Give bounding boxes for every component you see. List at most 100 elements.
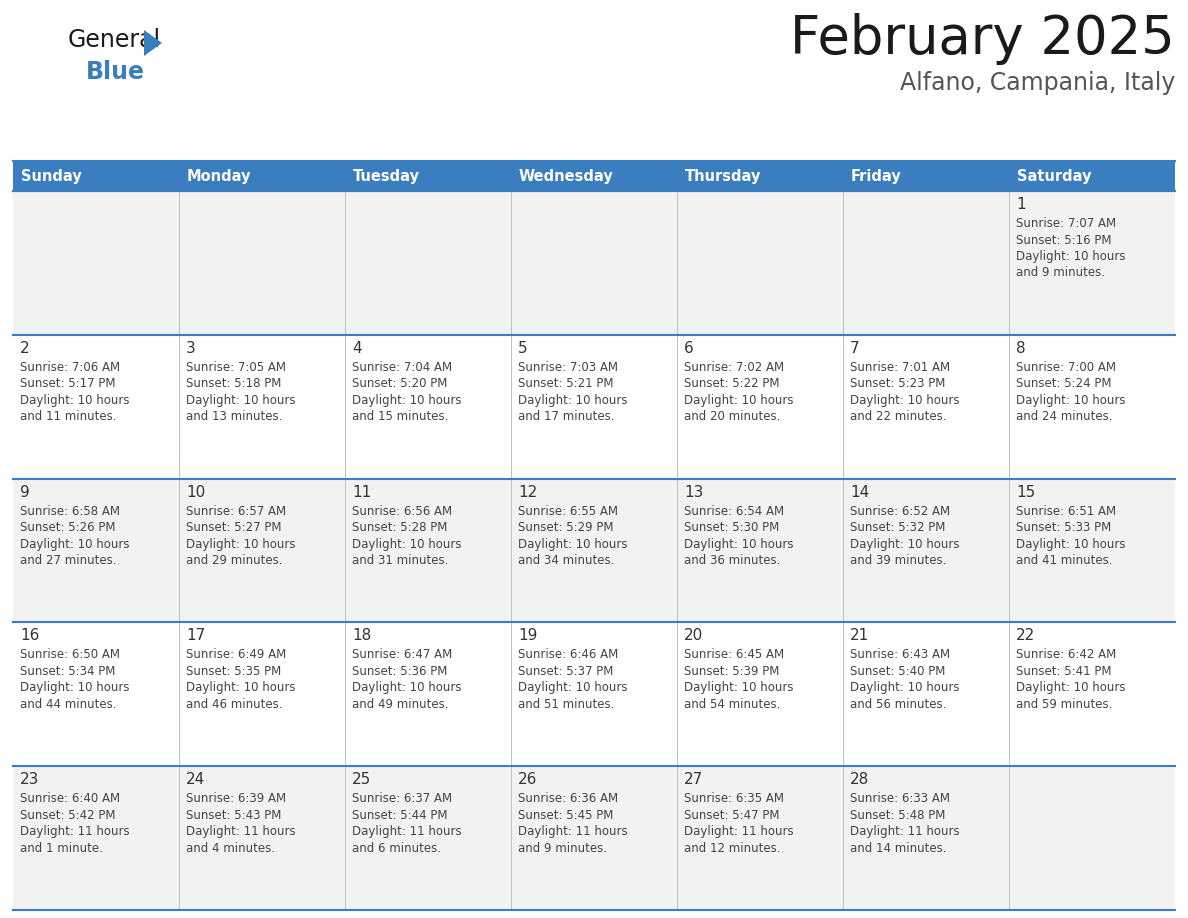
Bar [1009, 478, 1175, 622]
Text: 15: 15 [1016, 485, 1035, 499]
Bar [345, 161, 511, 191]
Text: 26: 26 [518, 772, 537, 788]
Bar [511, 622, 677, 767]
Text: Sunset: 5:44 PM: Sunset: 5:44 PM [352, 809, 448, 822]
Text: Daylight: 10 hours: Daylight: 10 hours [1016, 538, 1125, 551]
Text: 27: 27 [684, 772, 703, 788]
Text: Sunrise: 6:45 AM: Sunrise: 6:45 AM [684, 648, 784, 661]
Text: Sunset: 5:29 PM: Sunset: 5:29 PM [518, 521, 613, 534]
Bar [13, 161, 179, 191]
Text: and 11 minutes.: and 11 minutes. [20, 410, 116, 423]
Text: Daylight: 10 hours: Daylight: 10 hours [187, 681, 296, 694]
Text: and 12 minutes.: and 12 minutes. [684, 842, 781, 855]
Text: Saturday: Saturday [1017, 169, 1092, 184]
Text: Sunrise: 6:40 AM: Sunrise: 6:40 AM [20, 792, 120, 805]
Text: and 36 minutes.: and 36 minutes. [684, 554, 781, 567]
Text: Sunrise: 6:55 AM: Sunrise: 6:55 AM [518, 505, 618, 518]
Text: and 34 minutes.: and 34 minutes. [518, 554, 614, 567]
Text: Sunrise: 6:35 AM: Sunrise: 6:35 AM [684, 792, 784, 805]
Text: Daylight: 11 hours: Daylight: 11 hours [518, 825, 627, 838]
Text: Sunset: 5:47 PM: Sunset: 5:47 PM [684, 809, 779, 822]
Text: Daylight: 10 hours: Daylight: 10 hours [20, 394, 129, 407]
Bar [843, 478, 1009, 622]
Text: Sunset: 5:48 PM: Sunset: 5:48 PM [849, 809, 946, 822]
Text: Sunrise: 7:00 AM: Sunrise: 7:00 AM [1016, 361, 1116, 374]
Bar [677, 191, 843, 335]
Bar [345, 622, 511, 767]
Text: and 41 minutes.: and 41 minutes. [1016, 554, 1112, 567]
Bar [13, 767, 179, 910]
Text: Daylight: 10 hours: Daylight: 10 hours [1016, 394, 1125, 407]
Text: 7: 7 [849, 341, 860, 356]
Text: Sunset: 5:36 PM: Sunset: 5:36 PM [352, 665, 448, 677]
Text: Sunset: 5:30 PM: Sunset: 5:30 PM [684, 521, 779, 534]
Text: Sunset: 5:18 PM: Sunset: 5:18 PM [187, 377, 282, 390]
Text: and 29 minutes.: and 29 minutes. [187, 554, 283, 567]
Bar [677, 335, 843, 478]
Text: Daylight: 10 hours: Daylight: 10 hours [849, 681, 960, 694]
Bar [677, 622, 843, 767]
Text: Sunrise: 6:56 AM: Sunrise: 6:56 AM [352, 505, 453, 518]
Bar [1009, 622, 1175, 767]
Text: 17: 17 [187, 629, 206, 644]
Text: 28: 28 [849, 772, 870, 788]
Text: Sunset: 5:21 PM: Sunset: 5:21 PM [518, 377, 613, 390]
Text: Sunrise: 6:36 AM: Sunrise: 6:36 AM [518, 792, 618, 805]
Text: Daylight: 10 hours: Daylight: 10 hours [849, 538, 960, 551]
Text: Daylight: 10 hours: Daylight: 10 hours [684, 681, 794, 694]
Text: Sunrise: 6:57 AM: Sunrise: 6:57 AM [187, 505, 286, 518]
Text: Daylight: 10 hours: Daylight: 10 hours [518, 681, 627, 694]
Text: Sunrise: 6:52 AM: Sunrise: 6:52 AM [849, 505, 950, 518]
Text: Daylight: 10 hours: Daylight: 10 hours [518, 394, 627, 407]
Bar [1009, 335, 1175, 478]
Text: Sunset: 5:41 PM: Sunset: 5:41 PM [1016, 665, 1112, 677]
Text: 5: 5 [518, 341, 527, 356]
Text: Sunset: 5:35 PM: Sunset: 5:35 PM [187, 665, 282, 677]
Bar [677, 478, 843, 622]
Bar [677, 767, 843, 910]
Text: Sunrise: 6:33 AM: Sunrise: 6:33 AM [849, 792, 950, 805]
Text: Sunrise: 6:51 AM: Sunrise: 6:51 AM [1016, 505, 1116, 518]
Text: and 59 minutes.: and 59 minutes. [1016, 698, 1112, 711]
Text: and 20 minutes.: and 20 minutes. [684, 410, 781, 423]
Text: and 9 minutes.: and 9 minutes. [1016, 266, 1105, 279]
Text: Daylight: 10 hours: Daylight: 10 hours [1016, 681, 1125, 694]
Bar [843, 161, 1009, 191]
Text: Daylight: 11 hours: Daylight: 11 hours [20, 825, 129, 838]
Text: 25: 25 [352, 772, 371, 788]
Text: and 56 minutes.: and 56 minutes. [849, 698, 947, 711]
Text: and 54 minutes.: and 54 minutes. [684, 698, 781, 711]
Text: Daylight: 11 hours: Daylight: 11 hours [352, 825, 462, 838]
Text: Sunset: 5:20 PM: Sunset: 5:20 PM [352, 377, 448, 390]
Text: 1: 1 [1016, 197, 1025, 212]
Bar [1009, 767, 1175, 910]
Bar [13, 191, 179, 335]
Text: Sunset: 5:33 PM: Sunset: 5:33 PM [1016, 521, 1111, 534]
Text: 18: 18 [352, 629, 371, 644]
Text: Sunset: 5:32 PM: Sunset: 5:32 PM [849, 521, 946, 534]
Text: Daylight: 10 hours: Daylight: 10 hours [684, 394, 794, 407]
Text: Sunrise: 7:04 AM: Sunrise: 7:04 AM [352, 361, 453, 374]
Text: 4: 4 [352, 341, 361, 356]
Text: 11: 11 [352, 485, 371, 499]
Text: Sunset: 5:28 PM: Sunset: 5:28 PM [352, 521, 448, 534]
Text: Sunrise: 6:54 AM: Sunrise: 6:54 AM [684, 505, 784, 518]
Text: Monday: Monday [187, 169, 252, 184]
Bar [1009, 191, 1175, 335]
Text: 21: 21 [849, 629, 870, 644]
Text: Sunrise: 6:42 AM: Sunrise: 6:42 AM [1016, 648, 1117, 661]
Text: Daylight: 10 hours: Daylight: 10 hours [684, 538, 794, 551]
Text: 12: 12 [518, 485, 537, 499]
Text: Daylight: 10 hours: Daylight: 10 hours [20, 681, 129, 694]
Polygon shape [144, 30, 162, 56]
Bar [179, 622, 345, 767]
Text: and 14 minutes.: and 14 minutes. [849, 842, 947, 855]
Bar [179, 161, 345, 191]
Text: 3: 3 [187, 341, 196, 356]
Text: Daylight: 11 hours: Daylight: 11 hours [684, 825, 794, 838]
Text: February 2025: February 2025 [790, 13, 1175, 65]
Text: Sunrise: 7:05 AM: Sunrise: 7:05 AM [187, 361, 286, 374]
Text: Daylight: 11 hours: Daylight: 11 hours [849, 825, 960, 838]
Bar [345, 767, 511, 910]
Text: 13: 13 [684, 485, 703, 499]
